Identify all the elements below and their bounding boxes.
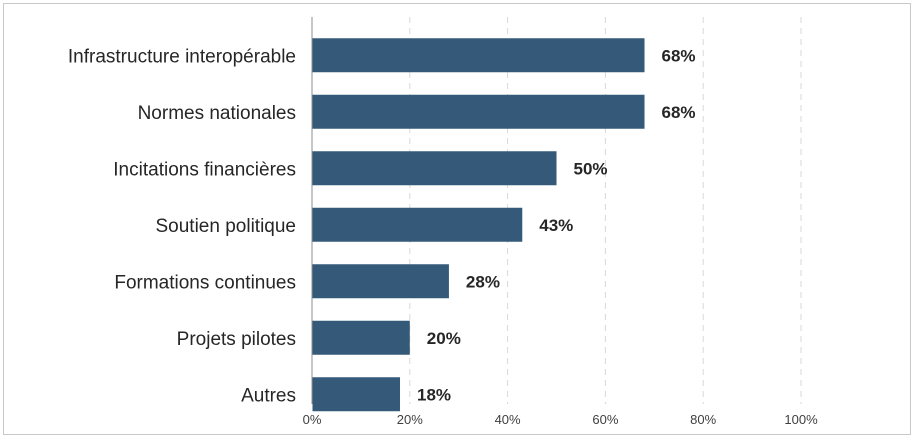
data-label: 43% (539, 216, 573, 235)
bar (312, 207, 523, 242)
x-tick-label: 40% (495, 412, 521, 427)
x-tick-label: 0% (303, 412, 322, 427)
category-label: Soutien politique (156, 216, 297, 237)
data-label: 20% (427, 329, 461, 348)
category-label: Incitations financières (113, 159, 296, 180)
bar (312, 320, 410, 355)
bar (312, 94, 645, 129)
bar (312, 38, 645, 73)
bar (312, 151, 557, 186)
bars (312, 38, 645, 412)
bar (312, 377, 401, 412)
data-label: 18% (417, 385, 451, 404)
x-tick-label: 80% (690, 412, 716, 427)
x-tick-label: 20% (397, 412, 423, 427)
data-label: 68% (662, 103, 696, 122)
data-label: 28% (466, 272, 500, 291)
x-tick-label: 60% (592, 412, 618, 427)
category-label: Normes nationales (138, 103, 296, 124)
category-label: Infrastructure interopérable (68, 46, 296, 67)
value-labels: 68% 68% 50% 43% 28% 20% 18% (417, 46, 696, 404)
category-label: Formations continues (114, 272, 296, 293)
category-label: Autres (241, 385, 296, 406)
x-tick-labels: 0% 20% 40% 60% 80% 100% (303, 412, 818, 427)
data-label: 50% (574, 159, 608, 178)
x-tick-label: 100% (784, 412, 818, 427)
bar (312, 264, 449, 299)
category-labels: Infrastructure interopérable Normes natio… (68, 46, 296, 406)
category-label: Projets pilotes (177, 329, 296, 350)
data-label: 68% (662, 46, 696, 65)
